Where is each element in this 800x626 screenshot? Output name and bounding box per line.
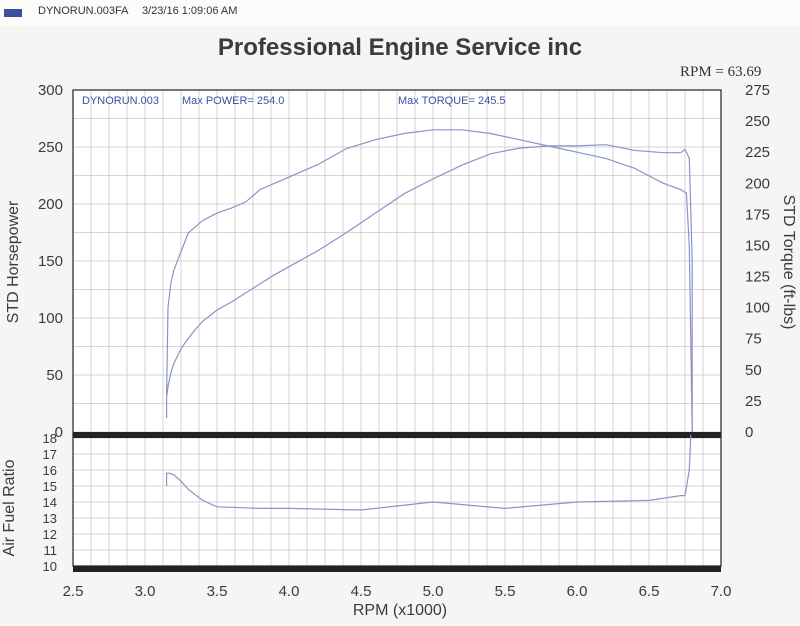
x-tick-label: 7.0 <box>711 583 732 600</box>
y2-tick-label: 100 <box>745 300 770 317</box>
afr-tick-label: 18 <box>43 431 57 446</box>
horsepower-line <box>166 144 693 432</box>
torque-line <box>166 129 693 433</box>
y2-tick-label: 225 <box>745 144 770 161</box>
afr-tick-label: 10 <box>43 559 57 574</box>
afr-tick-label: 11 <box>44 543 58 558</box>
air-fuel-ratio-line <box>166 434 692 511</box>
afr-tick-label: 13 <box>43 511 57 526</box>
header-file-label: DYNORUN.003FA <box>38 5 129 17</box>
y-axis-label: STD Horsepower <box>5 200 22 323</box>
x-tick-label: 5.0 <box>423 583 444 600</box>
header-color-swatch <box>4 9 22 17</box>
y-tick-label: 100 <box>38 310 63 327</box>
y-tick-label: 0 <box>55 424 63 441</box>
x-tick-label: 4.0 <box>279 583 300 600</box>
afr-tick-label: 16 <box>43 463 57 478</box>
x-tick-label: 6.0 <box>567 583 588 600</box>
x-tick-label: 5.5 <box>495 583 516 600</box>
x-tick-label: 3.5 <box>207 583 228 600</box>
x-tick-label: 2.5 <box>63 583 84 600</box>
bottom-axis-bar <box>73 566 721 572</box>
x-tick-label: 6.5 <box>639 583 660 600</box>
afr-tick-label: 12 <box>43 527 57 542</box>
y2-tick-label: 75 <box>745 331 762 348</box>
run-label: DYNORUN.003 <box>82 95 159 107</box>
y-tick-label: 200 <box>38 196 63 213</box>
y-tick-label: 300 <box>38 82 63 99</box>
afr-tick-label: 14 <box>43 495 57 510</box>
afr-axis-label: Air Fuel Ratio <box>1 459 18 556</box>
header-timestamp: 3/23/16 1:09:06 AM <box>142 5 238 17</box>
y2-axis-label: STD Torque (ft-lbs) <box>780 195 797 330</box>
header-bar: DYNORUN.003FA 3/23/16 1:09:06 AM <box>0 0 800 26</box>
y2-tick-label: 175 <box>745 206 770 223</box>
x-axis-label: RPM (x1000) <box>353 602 447 619</box>
y2-tick-label: 50 <box>745 362 762 379</box>
y2-tick-label: 125 <box>745 269 770 286</box>
y2-tick-label: 200 <box>745 175 770 192</box>
y2-tick-label: 275 <box>745 82 770 99</box>
y2-tick-label: 25 <box>745 393 762 410</box>
afr-tick-label: 17 <box>43 447 57 462</box>
y-tick-label: 150 <box>38 253 63 270</box>
y2-tick-label: 150 <box>745 237 770 254</box>
y2-tick-label: 250 <box>745 113 770 130</box>
x-tick-label: 4.5 <box>351 583 372 600</box>
x-tick-label: 3.0 <box>135 583 156 600</box>
max-power-label: Max POWER= 254.0 <box>182 95 284 107</box>
y-tick-label: 250 <box>38 139 63 156</box>
panel-divider <box>73 432 721 438</box>
rpm-readout: RPM = 63.69 <box>680 64 762 80</box>
y2-tick-label: 0 <box>745 424 753 441</box>
afr-tick-label: 15 <box>43 479 57 494</box>
chart-title: Professional Engine Service inc <box>217 34 583 61</box>
y-tick-label: 50 <box>46 367 63 384</box>
max-torque-label: Max TORQUE= 245.5 <box>398 95 506 107</box>
